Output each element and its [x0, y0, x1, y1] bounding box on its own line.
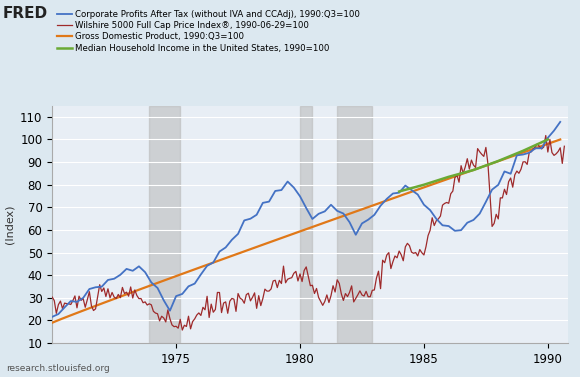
Text: FRED: FRED — [3, 6, 48, 21]
Text: research.stlouisfed.org: research.stlouisfed.org — [6, 364, 110, 373]
Bar — [337, 106, 372, 343]
Bar — [149, 106, 180, 343]
Bar — [300, 106, 313, 343]
Legend: Corporate Profits After Tax (without IVA and CCAdj), 1990:Q3=100, Wilshire 5000 : Corporate Profits After Tax (without IVA… — [56, 10, 360, 52]
Y-axis label: (Index): (Index) — [5, 205, 14, 244]
